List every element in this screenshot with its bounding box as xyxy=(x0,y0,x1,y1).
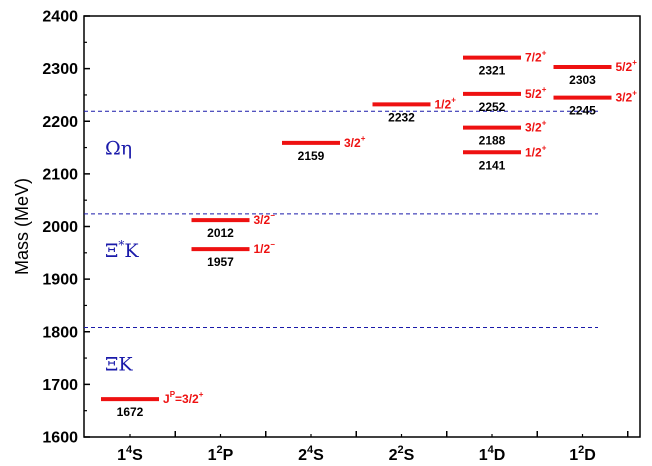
jp-label: 1/2+ xyxy=(435,95,457,111)
jp-label: 3/2+ xyxy=(616,89,638,105)
jp-label: 5/2+ xyxy=(525,85,547,101)
jp-label: 1/2− xyxy=(254,240,276,256)
jp-label: 1/2+ xyxy=(525,143,547,159)
plot-frame xyxy=(83,15,641,438)
threshold-label: Ωη xyxy=(105,137,132,159)
mass-label: 2321 xyxy=(479,64,506,78)
threshold-label: Ξ*K xyxy=(105,238,139,262)
x-category-label: 14D xyxy=(479,444,506,464)
mass-label: 2012 xyxy=(207,226,234,240)
y-tick-label: 2100 xyxy=(42,166,78,183)
thresholds: ΞK Ξ*K Ωη xyxy=(84,110,598,376)
jp-label: 3/2+ xyxy=(344,134,366,150)
x-category-label: 14S xyxy=(117,444,143,464)
jp-label: 7/2+ xyxy=(525,49,547,65)
jp-label: 3/2+ xyxy=(525,119,547,135)
levels: 1672 JP=3/2+ 1957 1/2− 2012 3/2− 2159 3/2+ 2232 1… xyxy=(101,49,638,419)
mass-label: 1672 xyxy=(117,405,144,419)
jp-label: 5/2+ xyxy=(616,58,638,74)
x-category-label: 24S xyxy=(298,444,324,464)
y-tick-label: 1900 xyxy=(42,272,78,289)
mass-label: 2141 xyxy=(479,158,506,172)
mass-label: 2188 xyxy=(479,134,506,148)
y-axis-label: Mass (MeV) xyxy=(12,178,32,275)
y-tick-label: 2400 xyxy=(42,9,78,26)
x-category-label: 22S xyxy=(389,444,415,464)
y-tick-label: 1700 xyxy=(42,377,78,394)
y-tick-label: 2000 xyxy=(42,219,78,236)
y-tick-label: 1800 xyxy=(42,324,78,341)
y-tick-label: 2300 xyxy=(42,61,78,78)
y-tick-label: 1600 xyxy=(42,430,78,447)
mass-label: 1957 xyxy=(207,255,234,269)
mass-label: 2252 xyxy=(479,100,506,114)
plot-border xyxy=(83,15,641,438)
mass-label: 2232 xyxy=(388,110,415,124)
y-tick-label: 2200 xyxy=(42,114,78,131)
mass-label: 2159 xyxy=(298,149,325,163)
mass-label: 2303 xyxy=(569,73,596,87)
y-axis-ticks: 1600 1700 1800 1900 2000 2100 2200 2300 2400 xyxy=(42,9,90,447)
jp-label: 3/2− xyxy=(254,211,276,227)
threshold-label: ΞK xyxy=(105,354,133,376)
jp-label: JP=3/2+ xyxy=(163,390,204,406)
x-axis-ticks: 14S 12P 24S 22S 14D 12D xyxy=(117,431,629,464)
mass-label: 2245 xyxy=(569,104,596,118)
x-category-label: 12D xyxy=(569,444,596,464)
x-category-label: 12P xyxy=(208,444,234,464)
